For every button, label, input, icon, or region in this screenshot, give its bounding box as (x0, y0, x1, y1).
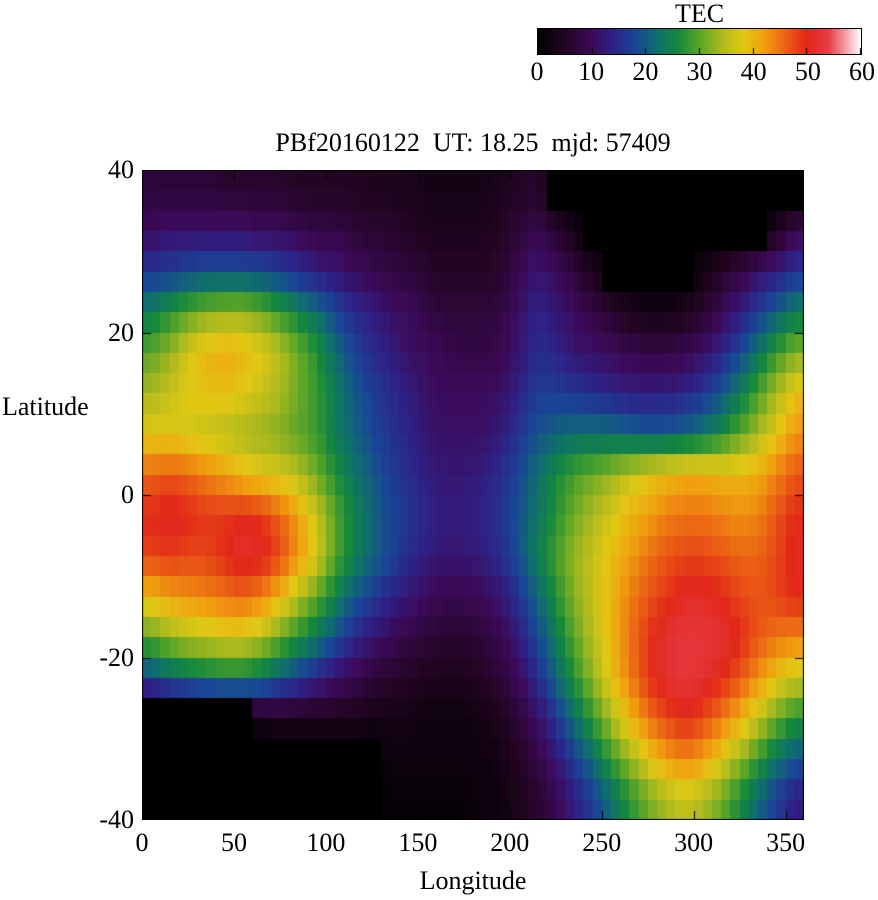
y-tick-label: 40 (108, 155, 134, 184)
colorbar-tick-label: 60 (849, 57, 875, 86)
colorbar-tick-label: 20 (632, 57, 659, 86)
x-tick-label: 300 (674, 828, 714, 857)
x-tick-label: 250 (582, 828, 622, 857)
x-axis-label: Longitude (419, 866, 527, 895)
colorbar-title: TEC (674, 0, 725, 28)
colorbar-tick-label: 30 (686, 57, 713, 86)
y-tick-label: 0 (121, 480, 134, 509)
y-tick-label: -20 (99, 642, 134, 672)
x-tick-label: 0 (135, 828, 149, 857)
y-tick-label: 20 (108, 317, 134, 347)
heatmap-canvas (142, 170, 804, 820)
colorbar-tick-label: 0 (530, 57, 544, 86)
x-tick-label: 50 (220, 828, 247, 857)
colorbar-tick-label: 10 (578, 57, 605, 86)
x-tick-label: 350 (766, 828, 806, 857)
colorbar-tick-label: 40 (740, 57, 767, 86)
x-tick-label: 200 (490, 828, 530, 857)
y-axis-label: Latitude (2, 392, 89, 421)
y-tick-label: -40 (99, 805, 134, 834)
x-tick-label: 150 (398, 828, 438, 857)
plot-title: PBf20160122 UT: 18.25 mjd: 57409 (275, 128, 671, 157)
x-tick-label: 100 (306, 828, 346, 857)
colorbar-tick-label: 50 (794, 57, 821, 86)
colorbar-gradient (537, 28, 862, 55)
